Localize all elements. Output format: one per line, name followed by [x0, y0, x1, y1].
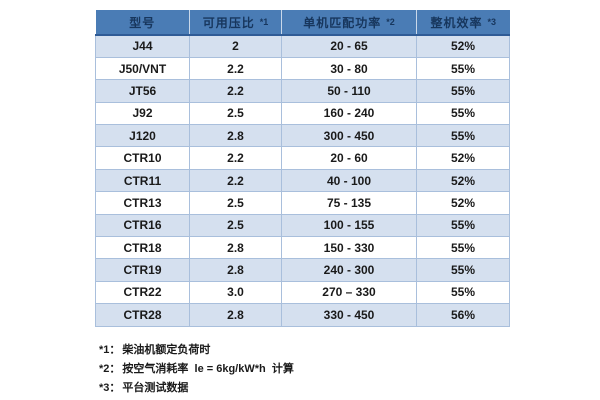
spec-table: 型号 可用压比 *1 单机匹配功率 *2 整机效率 *3 J44 2 20 - 65 52% J50…: [95, 10, 510, 327]
footnotes: *1： 柴油机额定负荷时 *2： 按空气消耗率 le = 6kg/kW*h 计算 *3：…: [99, 341, 294, 398]
cell-pressure-ratio: 2.8: [189, 258, 282, 282]
cell-efficiency: 55%: [416, 258, 510, 282]
table-row: CTR16 2.5 100 - 155 55%: [95, 213, 510, 238]
footnote-line-marker: *1：: [99, 344, 121, 356]
table-row: J50/VNT 2.2 30 - 80 55%: [95, 56, 510, 81]
table-row: CTR11 2.2 40 - 100 52%: [95, 168, 510, 193]
cell-power-range: 330 - 450: [281, 303, 417, 327]
footnote-marker: *1: [259, 16, 269, 27]
table-row: CTR18 2.8 150 - 330 55%: [95, 236, 510, 260]
cell-efficiency: 55%: [416, 56, 510, 81]
cell-model: CTR10: [95, 146, 190, 170]
table-row: CTR19 2.8 240 - 300 55%: [95, 258, 510, 282]
cell-efficiency: 55%: [416, 280, 510, 305]
table-row: J120 2.8 300 - 450 55%: [95, 124, 510, 148]
cell-model: CTR11: [95, 168, 190, 193]
cell-model: CTR19: [95, 258, 190, 282]
cell-power-range: 160 - 240: [281, 101, 417, 126]
cell-pressure-ratio: 2.2: [189, 168, 282, 193]
cell-efficiency: 55%: [416, 101, 510, 126]
cell-efficiency: 52%: [416, 168, 510, 193]
footnote-marker: *3: [487, 16, 497, 27]
cell-model: CTR22: [95, 280, 190, 305]
table-header: 型号 可用压比 *1 单机匹配功率 *2 整机效率 *3: [95, 10, 510, 36]
column-header-label: 可用压比: [202, 15, 255, 30]
cell-power-range: 20 - 60: [281, 146, 417, 170]
column-header-label: 整机效率: [430, 15, 483, 30]
spec-table-container: 型号 可用压比 *1 单机匹配功率 *2 整机效率 *3 J44 2 20 - 65 52% J50…: [95, 10, 510, 327]
cell-efficiency: 56%: [416, 303, 510, 327]
cell-pressure-ratio: 2.5: [189, 213, 282, 238]
footnote-line-text: 按空气消耗率 le = 6kg/kW*h 计算: [122, 363, 294, 375]
cell-pressure-ratio: 2.8: [189, 124, 282, 148]
table-row: JT56 2.2 50 - 110 55%: [95, 79, 510, 103]
cell-power-range: 300 - 450: [281, 124, 417, 148]
cell-efficiency: 55%: [416, 236, 510, 260]
column-header-label: 型号: [129, 15, 156, 30]
table-body: J44 2 20 - 65 52% J50/VNT 2.2 30 - 80 55% JT56 2.…: [95, 34, 510, 327]
cell-efficiency: 55%: [416, 213, 510, 238]
cell-power-range: 40 - 100: [281, 168, 417, 193]
cell-pressure-ratio: 2.5: [189, 101, 282, 126]
cell-efficiency: 52%: [416, 146, 510, 170]
table-row: J92 2.5 160 - 240 55%: [95, 101, 510, 126]
cell-model: CTR18: [95, 236, 190, 260]
table-row: CTR22 3.0 270 – 330 55%: [95, 280, 510, 305]
column-header: 型号: [95, 10, 190, 36]
cell-pressure-ratio: 2.2: [189, 56, 282, 81]
cell-pressure-ratio: 2.8: [189, 303, 282, 327]
cell-power-range: 20 - 65: [281, 34, 417, 58]
cell-power-range: 240 - 300: [281, 258, 417, 282]
cell-model: CTR28: [95, 303, 190, 327]
cell-pressure-ratio: 2.2: [189, 146, 282, 170]
footnote-line: *2： 按空气消耗率 le = 6kg/kW*h 计算: [99, 360, 294, 379]
cell-model: J44: [95, 34, 190, 58]
cell-efficiency: 55%: [416, 124, 510, 148]
cell-model: J92: [95, 101, 190, 126]
cell-power-range: 30 - 80: [281, 56, 417, 81]
footnote-line-text: 柴油机额定负荷时: [122, 344, 211, 356]
cell-pressure-ratio: 2.5: [189, 191, 282, 215]
footnote-marker: *2: [386, 16, 395, 27]
cell-power-range: 270 – 330: [281, 280, 417, 305]
cell-pressure-ratio: 3.0: [189, 280, 282, 305]
table-row: CTR13 2.5 75 - 135 52%: [95, 191, 510, 215]
column-header: 整机效率 *3: [416, 10, 510, 36]
cell-power-range: 50 - 110: [281, 79, 417, 103]
column-header: 单机匹配功率 *2: [281, 10, 417, 36]
footnote-line: *1： 柴油机额定负荷时: [99, 341, 294, 360]
table-row: J44 2 20 - 65 52%: [95, 34, 510, 58]
footnote-line-marker: *3：: [99, 382, 121, 394]
cell-pressure-ratio: 2: [189, 34, 282, 58]
cell-model: J50/VNT: [95, 56, 190, 81]
cell-model: CTR16: [95, 213, 190, 238]
cell-efficiency: 52%: [416, 191, 510, 215]
table-row: CTR10 2.2 20 - 60 52%: [95, 146, 510, 170]
footnote-line-text: 平台测试数据: [122, 382, 189, 394]
cell-model: JT56: [95, 79, 190, 103]
cell-efficiency: 55%: [416, 79, 510, 103]
cell-pressure-ratio: 2.8: [189, 236, 282, 260]
cell-power-range: 75 - 135: [281, 191, 417, 215]
cell-model: J120: [95, 124, 190, 148]
cell-pressure-ratio: 2.2: [189, 79, 282, 103]
header-row: 型号 可用压比 *1 单机匹配功率 *2 整机效率 *3: [95, 10, 510, 36]
table-row: CTR28 2.8 330 - 450 56%: [95, 303, 510, 327]
cell-power-range: 150 - 330: [281, 236, 417, 260]
cell-power-range: 100 - 155: [281, 213, 417, 238]
footnote-line: *3： 平台测试数据: [99, 379, 294, 398]
column-header-label: 单机匹配功率: [303, 15, 382, 30]
footnote-line-marker: *2：: [99, 363, 121, 375]
column-header: 可用压比 *1: [189, 10, 282, 36]
cell-efficiency: 52%: [416, 34, 510, 58]
cell-model: CTR13: [95, 191, 190, 215]
